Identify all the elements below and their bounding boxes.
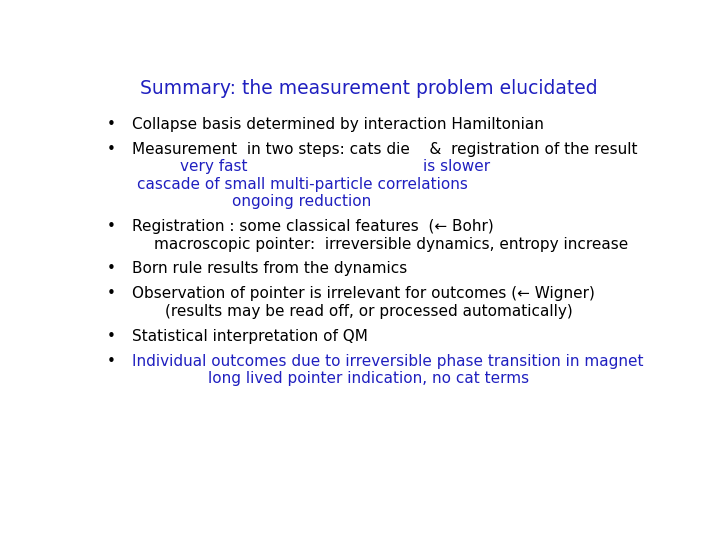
Text: •: • [107, 117, 116, 132]
Text: Statistical interpretation of QM: Statistical interpretation of QM [132, 329, 368, 344]
Text: •: • [107, 329, 116, 344]
Text: Born rule results from the dynamics: Born rule results from the dynamics [132, 261, 407, 276]
Text: Observation of pointer is irrelevant for outcomes (← Wigner): Observation of pointer is irrelevant for… [132, 286, 595, 301]
Text: Collapse basis determined by interaction Hamiltonian: Collapse basis determined by interaction… [132, 117, 544, 132]
Text: (results may be read off, or processed automatically): (results may be read off, or processed a… [165, 304, 573, 319]
Text: Individual outcomes due to irreversible phase transition in magnet: Individual outcomes due to irreversible … [132, 354, 644, 369]
Text: ongoing reduction: ongoing reduction [233, 194, 372, 209]
Text: macroscopic pointer:  irreversible dynamics, entropy increase: macroscopic pointer: irreversible dynami… [154, 237, 629, 252]
Text: •: • [107, 141, 116, 157]
Text: very fast                                    is slower: very fast is slower [181, 159, 490, 174]
Text: Registration : some classical features  (← Bohr): Registration : some classical features (… [132, 219, 494, 234]
Text: •: • [107, 261, 116, 276]
Text: Summary: the measurement problem elucidated: Summary: the measurement problem elucida… [140, 79, 598, 98]
Text: long lived pointer indication, no cat terms: long lived pointer indication, no cat te… [208, 371, 530, 386]
Text: •: • [107, 354, 116, 369]
Text: •: • [107, 219, 116, 234]
Text: Measurement  in two steps: cats die    &  registration of the result: Measurement in two steps: cats die & reg… [132, 141, 637, 157]
Text: cascade of small multi-particle correlations: cascade of small multi-particle correlat… [137, 177, 467, 192]
Text: •: • [107, 286, 116, 301]
